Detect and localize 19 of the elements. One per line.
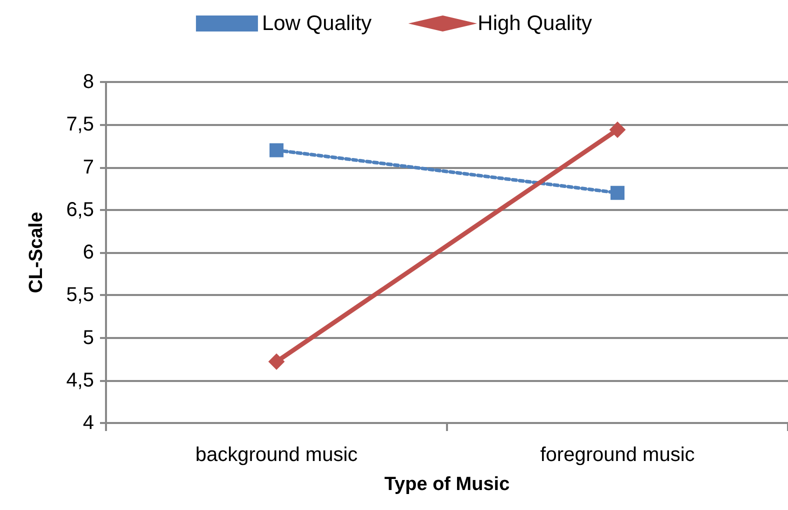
point bbox=[270, 143, 284, 158]
point bbox=[610, 186, 624, 200]
y-tick-label: 6,5 bbox=[66, 198, 94, 221]
y-tick-label: 5,5 bbox=[66, 284, 94, 306]
legend-label: High Quality bbox=[478, 12, 593, 35]
x-axis-title: Type of Music bbox=[384, 474, 510, 495]
x-tick-label: foreground music bbox=[540, 444, 695, 466]
y-axis-title: CL-Scale bbox=[26, 212, 47, 294]
y-tick-label: 4,5 bbox=[66, 369, 94, 392]
y-tick-label: 4 bbox=[82, 412, 94, 434]
y-tick-label: 7,5 bbox=[66, 114, 94, 136]
y-tick-label: 5 bbox=[82, 326, 94, 349]
legend-label: Low Quality bbox=[262, 12, 372, 35]
point bbox=[268, 354, 284, 370]
point bbox=[610, 122, 626, 138]
x-tick-label: background music bbox=[195, 444, 358, 466]
y-tick-label: 8 bbox=[82, 71, 94, 93]
y-tick-label: 6 bbox=[82, 242, 94, 264]
y-tick-label: 7 bbox=[82, 156, 94, 178]
